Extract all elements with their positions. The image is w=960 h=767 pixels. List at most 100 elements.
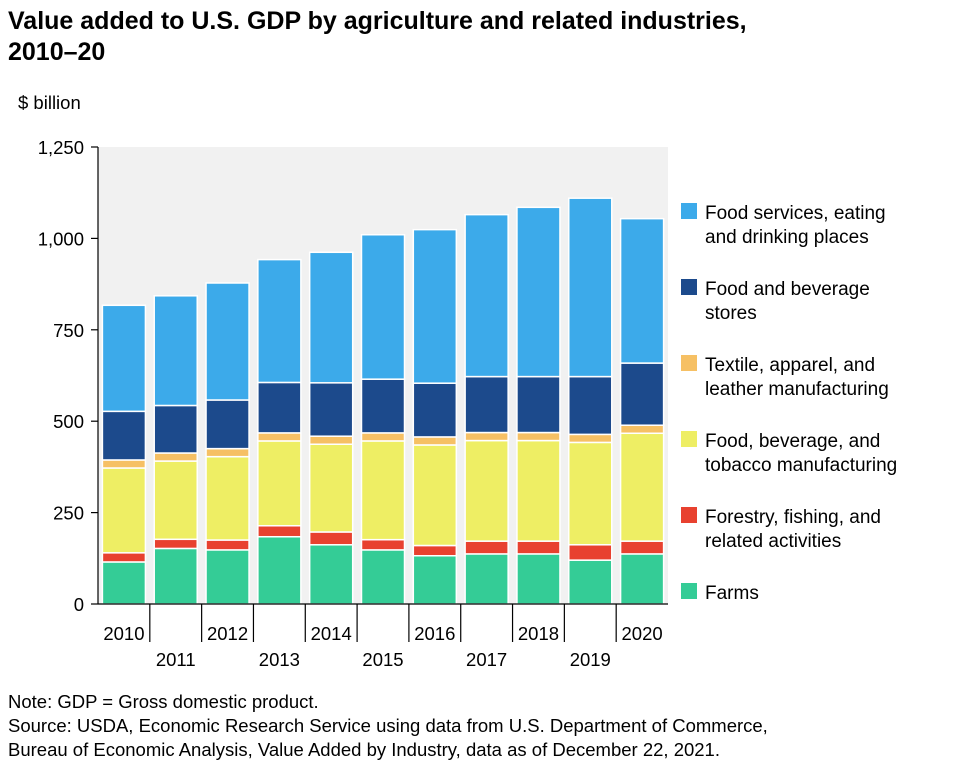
- plot-area: 0 250 500 750 1,000 1,250 2010 2011 2012 2013 2014…: [38, 137, 668, 670]
- bar-segment: [568, 544, 613, 561]
- y-tick-label: 0: [74, 594, 84, 615]
- bar-segment: [516, 553, 561, 605]
- y-tick-label: 500: [53, 411, 84, 432]
- bar-segment: [360, 233, 406, 380]
- x-tick-label: 2017: [466, 649, 507, 670]
- source-line-1: Source: USDA, Economic Research Service …: [8, 715, 768, 736]
- bar-segment: [619, 362, 665, 426]
- bar-segment: [101, 467, 147, 554]
- bar-segment: [153, 538, 198, 550]
- legend-swatch: [681, 507, 697, 523]
- bar-segment: [153, 295, 198, 407]
- bar-segment: [516, 439, 561, 542]
- bar-segment: [308, 544, 354, 605]
- bar-segment: [257, 432, 302, 442]
- x-tick-label: 2010: [103, 623, 144, 644]
- legend-swatch: [681, 355, 697, 371]
- legend: Food services, eating and drinking places…: [681, 203, 897, 604]
- bar-segment: [568, 197, 613, 378]
- bar-segment: [101, 304, 147, 413]
- legend-label: Textile, apparel, and: [705, 355, 875, 376]
- bar-segment: [619, 432, 665, 542]
- bar-segment: [412, 554, 458, 605]
- y-tick-label: 250: [53, 503, 84, 524]
- x-tick-label: 2014: [311, 623, 352, 644]
- legend-swatch: [681, 431, 697, 447]
- bar-segment: [308, 435, 354, 445]
- legend-label: Food and beverage: [705, 279, 870, 300]
- bar-segment: [257, 440, 302, 527]
- bar-segment: [360, 538, 406, 551]
- bar-segment: [464, 213, 509, 378]
- y-tick-label: 1,250: [38, 137, 84, 158]
- chart-notes: Note: GDP = Gross domestic product. Sour…: [8, 690, 956, 762]
- x-tick-label: 2015: [362, 649, 403, 670]
- bar-segment: [257, 381, 302, 434]
- chart-title-line-1: Value added to U.S. GDP by agriculture a…: [8, 7, 747, 35]
- x-tick-label: 2013: [259, 649, 300, 670]
- bar-segment: [308, 251, 354, 384]
- x-tick-label: 2016: [414, 623, 455, 644]
- bar-segment: [257, 535, 302, 605]
- bar-segment: [360, 549, 406, 605]
- bar-segment: [360, 432, 406, 442]
- bar-segment: [619, 540, 665, 555]
- x-tick-label: 2011: [156, 649, 196, 670]
- bar-segment: [153, 404, 198, 454]
- bar-segment: [619, 424, 665, 435]
- y-tick-label: 750: [53, 320, 84, 341]
- legend-label: tobacco manufacturing: [705, 455, 897, 476]
- bar-segment: [568, 441, 613, 546]
- bar-segment: [360, 440, 406, 541]
- note-text: Note: GDP = Gross domestic product.: [8, 691, 319, 712]
- legend-label: Food, beverage, and: [705, 431, 880, 452]
- bar-segment: [412, 436, 458, 446]
- bar-segment: [257, 525, 302, 538]
- bar-segment: [101, 410, 147, 461]
- stacked-bar-chart: $ billion 0 250 500 750 1,000 1,250 2010 2011 20…: [18, 92, 897, 670]
- bar-segment: [412, 228, 458, 384]
- bar-segment: [153, 460, 198, 541]
- bar-segment: [568, 375, 613, 436]
- bar-segment: [412, 444, 458, 547]
- chart-title: Value added to U.S. GDP by agriculture a…: [8, 6, 948, 68]
- bar-segment: [516, 540, 561, 555]
- bar-segment: [464, 439, 509, 542]
- bar-segment: [153, 547, 198, 605]
- legend-label: and drinking places: [705, 227, 869, 248]
- bar-segment: [101, 459, 147, 469]
- bar-segment: [153, 452, 198, 462]
- legend-label: Farms: [705, 583, 759, 604]
- legend-label: Forestry, fishing, and: [705, 507, 881, 528]
- bar-segment: [568, 559, 613, 605]
- legend-label: leather manufacturing: [705, 379, 889, 400]
- legend-swatch: [681, 583, 697, 599]
- bar-segment: [568, 433, 613, 444]
- bar-segment: [464, 431, 509, 442]
- bar-segment: [412, 544, 458, 557]
- legend-swatch: [681, 203, 697, 219]
- bar-segment: [464, 375, 509, 434]
- bar-segment: [205, 399, 250, 450]
- legend-label: related activities: [705, 531, 841, 552]
- legend-label: Food services, eating: [705, 203, 886, 224]
- bar-segment: [619, 553, 665, 605]
- source-line-2: Bureau of Economic Analysis, Value Added…: [8, 739, 720, 760]
- bar-segment: [516, 375, 561, 434]
- bar-segment: [464, 540, 509, 555]
- y-axis-label: $ billion: [18, 92, 81, 113]
- bar-segment: [101, 552, 147, 563]
- x-tick-label: 2012: [207, 623, 248, 644]
- bar-segment: [101, 561, 147, 605]
- bar-segment: [205, 455, 250, 541]
- bar-segment: [205, 447, 250, 458]
- legend-label: stores: [705, 303, 757, 324]
- bar-segment: [412, 382, 458, 438]
- bar-segment: [257, 258, 302, 384]
- bar-segment: [308, 382, 354, 437]
- legend-swatch: [681, 279, 697, 295]
- x-tick-label: 2018: [518, 623, 559, 644]
- bar-segment: [619, 217, 665, 364]
- bar-segment: [205, 539, 250, 551]
- bar-segment: [516, 206, 561, 378]
